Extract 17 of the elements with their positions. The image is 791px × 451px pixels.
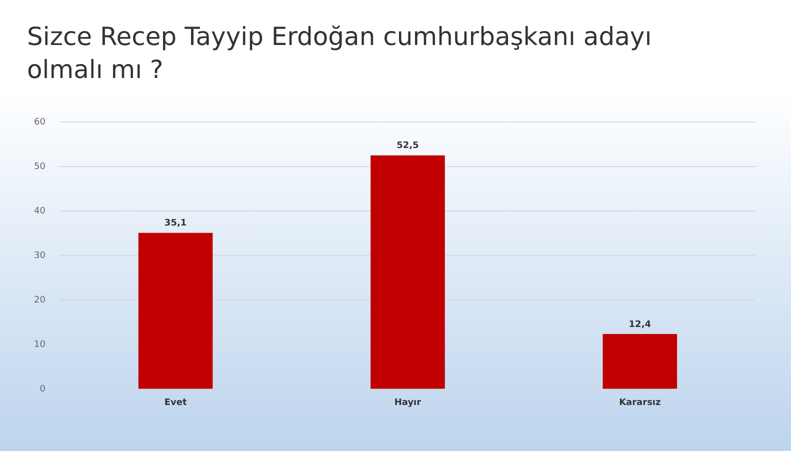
chart-title: Sizce Recep Tayyip Erdoğan cumhurbaşkanı adayı olmalı mı ?: [27, 21, 653, 86]
y-tick-label: 50: [34, 162, 46, 172]
data-label: 52,5: [396, 141, 419, 152]
y-tick-label: 10: [34, 340, 46, 350]
x-tick-label: Evet: [164, 398, 188, 408]
data-label: 12,4: [628, 320, 652, 330]
x-tick-label: Hayır: [394, 398, 422, 408]
y-tick-label: 60: [34, 117, 46, 128]
bar: [370, 155, 445, 389]
bar: [602, 334, 678, 389]
bar: [138, 232, 213, 389]
x-tick-label: Kararsız: [619, 398, 661, 408]
data-label: 35,1: [164, 218, 187, 229]
y-tick-label: 20: [34, 295, 46, 306]
y-tick-label: 0: [40, 384, 46, 395]
y-tick-label: 30: [34, 250, 46, 261]
y-tick-label: 40: [34, 206, 46, 216]
